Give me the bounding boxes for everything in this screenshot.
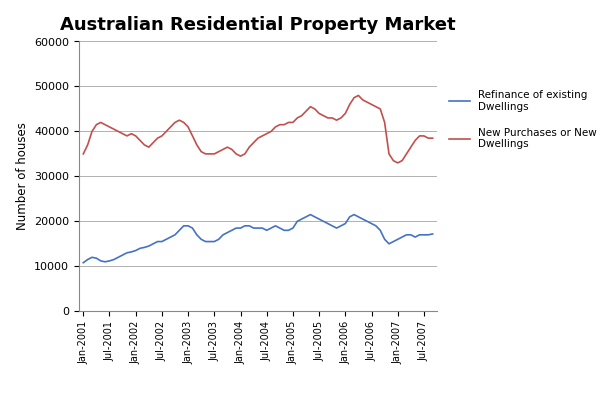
Title: Australian Residential Property Market: Australian Residential Property Market [60,16,456,34]
Y-axis label: Number of houses: Number of houses [16,122,29,230]
Legend: Refinance of existing
Dwellings, New Purchases or New
Dwellings: Refinance of existing Dwellings, New Pur… [446,87,600,152]
